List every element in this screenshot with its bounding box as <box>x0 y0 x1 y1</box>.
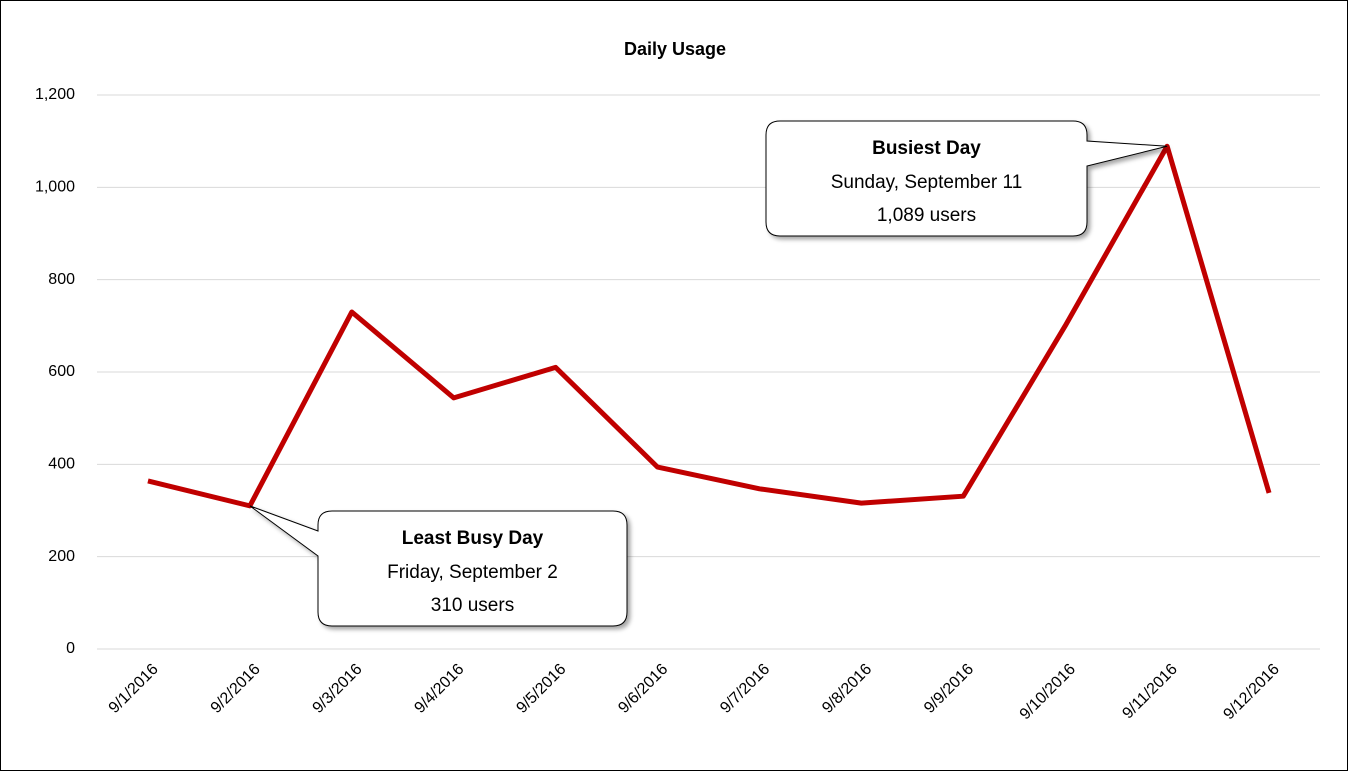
y-tick-label: 600 <box>48 363 75 380</box>
callout-box <box>765 120 1168 237</box>
callout-text: 310 users <box>431 595 514 616</box>
data-line <box>147 143 1272 509</box>
y-tick-label: 800 <box>48 271 75 288</box>
callout-box <box>249 505 628 627</box>
y-tick-label: 400 <box>48 456 75 473</box>
chart-title: Daily Usage <box>624 39 726 59</box>
callout <box>249 505 628 627</box>
callout-text: 1,089 users <box>877 205 976 226</box>
callout-title: Busiest Day <box>872 138 981 159</box>
callout-text: Sunday, September 11 <box>831 172 1023 193</box>
y-tick-label: 1,000 <box>35 179 75 196</box>
callout-title: Least Busy Day <box>402 528 544 549</box>
callout-text: Friday, September 2 <box>387 562 558 583</box>
callout <box>765 120 1168 237</box>
y-tick-label: 0 <box>66 640 75 657</box>
y-tick-label: 200 <box>48 548 75 565</box>
y-tick-label: 1,200 <box>35 86 75 103</box>
